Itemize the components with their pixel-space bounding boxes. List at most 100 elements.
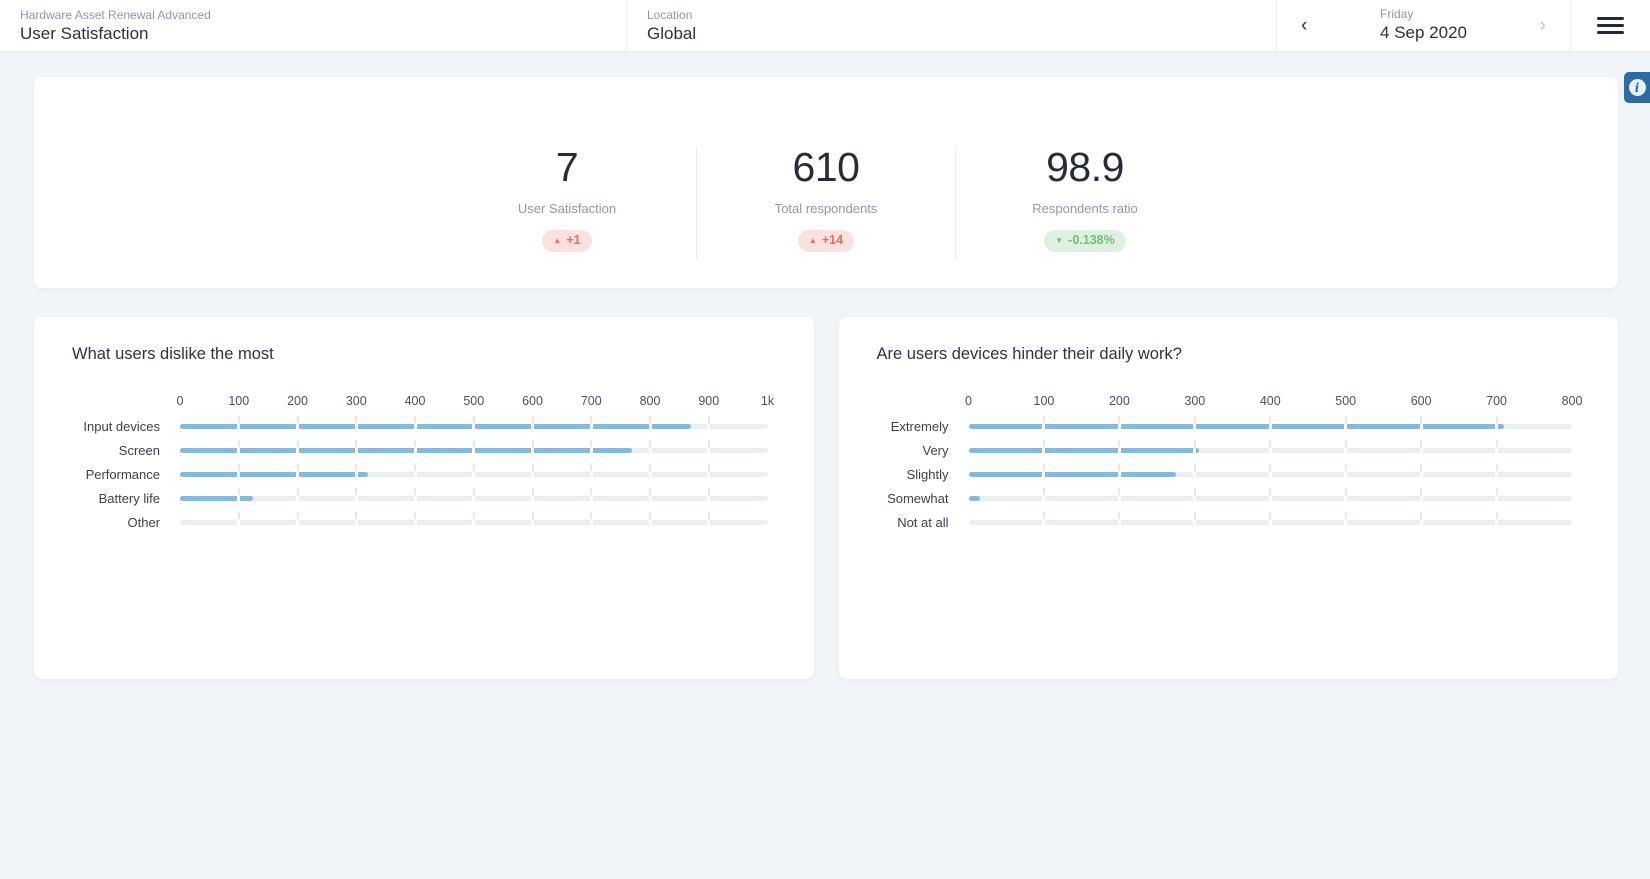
gridline-gap	[1117, 519, 1121, 525]
gridline-tick	[414, 439, 416, 448]
gridline-tick	[472, 439, 475, 448]
gridline-tick	[1193, 487, 1196, 496]
gridline-tick	[296, 463, 299, 472]
chart-title: What users dislike the most	[72, 345, 274, 363]
bar-row-screen: Screen	[72, 438, 776, 462]
gridline-tick	[590, 463, 593, 472]
location-value: Global	[647, 24, 697, 43]
gridline-gap	[648, 495, 652, 501]
chart-rows: Extremely Very Slightly Somewhat Not at all	[877, 414, 1581, 534]
gridline-gap	[354, 519, 358, 525]
gridline-tick	[707, 511, 710, 520]
chart-card-dislikes: What users dislike the most 0 100 200 300 400…	[34, 317, 814, 679]
kpi-value: 7	[555, 144, 579, 190]
next-date-button[interactable]: ›	[1536, 16, 1550, 35]
bar-fill	[180, 447, 633, 453]
axis-tick-label: 500	[1335, 394, 1357, 408]
axis-tick-label: 100	[1033, 394, 1055, 408]
gridline-gap	[1419, 471, 1423, 477]
gridline-gap	[413, 423, 417, 429]
gridline-gap	[413, 447, 417, 453]
gridline-tick	[707, 415, 710, 424]
info-button[interactable]: i	[1624, 72, 1650, 103]
gridline-tick	[707, 463, 710, 472]
bar-row-label: Input devices	[83, 418, 160, 434]
gridline-gap	[1495, 471, 1499, 477]
bar-row-slightly: Slightly	[877, 462, 1581, 486]
gridline-tick	[531, 511, 534, 520]
gridline-gap	[1419, 495, 1423, 501]
bar-row-extremely: Extremely	[877, 414, 1581, 438]
gridline-gap	[296, 495, 299, 501]
gridline-gap	[472, 447, 476, 453]
chart-title: Are users devices hinder their daily wor…	[876, 345, 1182, 363]
gridline-tick	[1495, 511, 1498, 520]
axis-tick-labels: 0 100 200 300 400 500 600 700 800 900 1k	[177, 394, 775, 410]
menu-icon	[1597, 17, 1624, 34]
gridline-tick	[472, 463, 475, 472]
page-title: User Satisfaction	[20, 24, 149, 43]
gridline-gap	[1117, 447, 1121, 453]
axis-tick-label: 200	[287, 394, 308, 408]
gridline-tick	[1193, 511, 1196, 520]
location-selector[interactable]: Location Global	[626, 0, 1276, 51]
gridline-gap	[1117, 495, 1121, 501]
gridline-tick	[472, 415, 475, 424]
gridline-tick	[1269, 511, 1272, 520]
gridline-gap	[707, 423, 711, 429]
bar-track	[180, 487, 768, 501]
gridline-gap	[1344, 447, 1348, 453]
gridline-tick	[1269, 439, 1272, 448]
menu-section	[1570, 0, 1650, 51]
gridline-tick	[414, 487, 416, 496]
prev-date-button[interactable]: ‹	[1297, 16, 1311, 35]
bar-row-label: Somewhat	[887, 490, 949, 506]
gridline-tick	[1420, 415, 1423, 424]
main-content: 7 User Satisfaction ▲ +1 610 Total respondent…	[0, 52, 1650, 679]
axis-tick-label: 0	[965, 394, 972, 408]
bar-row-not-at-all: Not at all	[877, 510, 1581, 534]
kpi-delta-value: -0.138%	[1068, 233, 1115, 247]
kpi-delta-badge: ▼ -0.138%	[1044, 230, 1126, 252]
bar-row-somewhat: Somewhat	[877, 486, 1581, 510]
gridline-gap	[472, 519, 476, 525]
gridline-gap	[589, 519, 593, 525]
gridline-gap	[1193, 519, 1197, 525]
axis-tick-label: 600	[522, 394, 543, 408]
gridline-tick	[472, 487, 475, 496]
bar-track	[180, 439, 768, 453]
gridline-gap	[531, 519, 534, 525]
chart-rows: Input devices Screen Performance Battery li…	[72, 414, 776, 534]
axis-tick-label: 900	[698, 394, 720, 408]
gridline-gap	[1495, 423, 1499, 429]
menu-button[interactable]	[1591, 7, 1630, 44]
kpi-value: 98.9	[1046, 144, 1124, 190]
axis-tick-label: 700	[580, 394, 602, 408]
gridline-tick	[1344, 511, 1347, 520]
gridline-gap	[1117, 423, 1121, 429]
bar-row-label: Other	[127, 514, 160, 530]
bar-row-label: Not at all	[897, 514, 949, 530]
gridline-gap	[237, 423, 241, 429]
gridline-tick	[1344, 415, 1347, 424]
gridline-tick	[414, 463, 416, 472]
gridline-tick	[531, 487, 534, 496]
axis-tick-label: 600	[1410, 394, 1432, 408]
bar-track	[968, 415, 1572, 429]
gridline-tick	[1193, 463, 1196, 472]
date-display[interactable]: Friday 4 Sep 2020	[1380, 7, 1467, 44]
gridline-tick	[296, 439, 299, 448]
gridline-tick	[1118, 511, 1121, 520]
gridline-gap	[237, 471, 241, 477]
bar-track	[180, 463, 768, 477]
gridline-tick	[590, 487, 593, 496]
date-value: 4 Sep 2020	[1380, 22, 1467, 42]
kpi-delta-badge: ▲ +14	[797, 230, 855, 252]
gridline-tick	[237, 439, 240, 448]
gridline-gap	[1344, 519, 1348, 525]
gridline-tick	[296, 487, 299, 496]
gridline-gap	[707, 447, 711, 453]
gridline-gap	[589, 471, 593, 477]
axis-tick-label: 300	[345, 394, 367, 408]
gridline-gap	[1042, 423, 1046, 429]
